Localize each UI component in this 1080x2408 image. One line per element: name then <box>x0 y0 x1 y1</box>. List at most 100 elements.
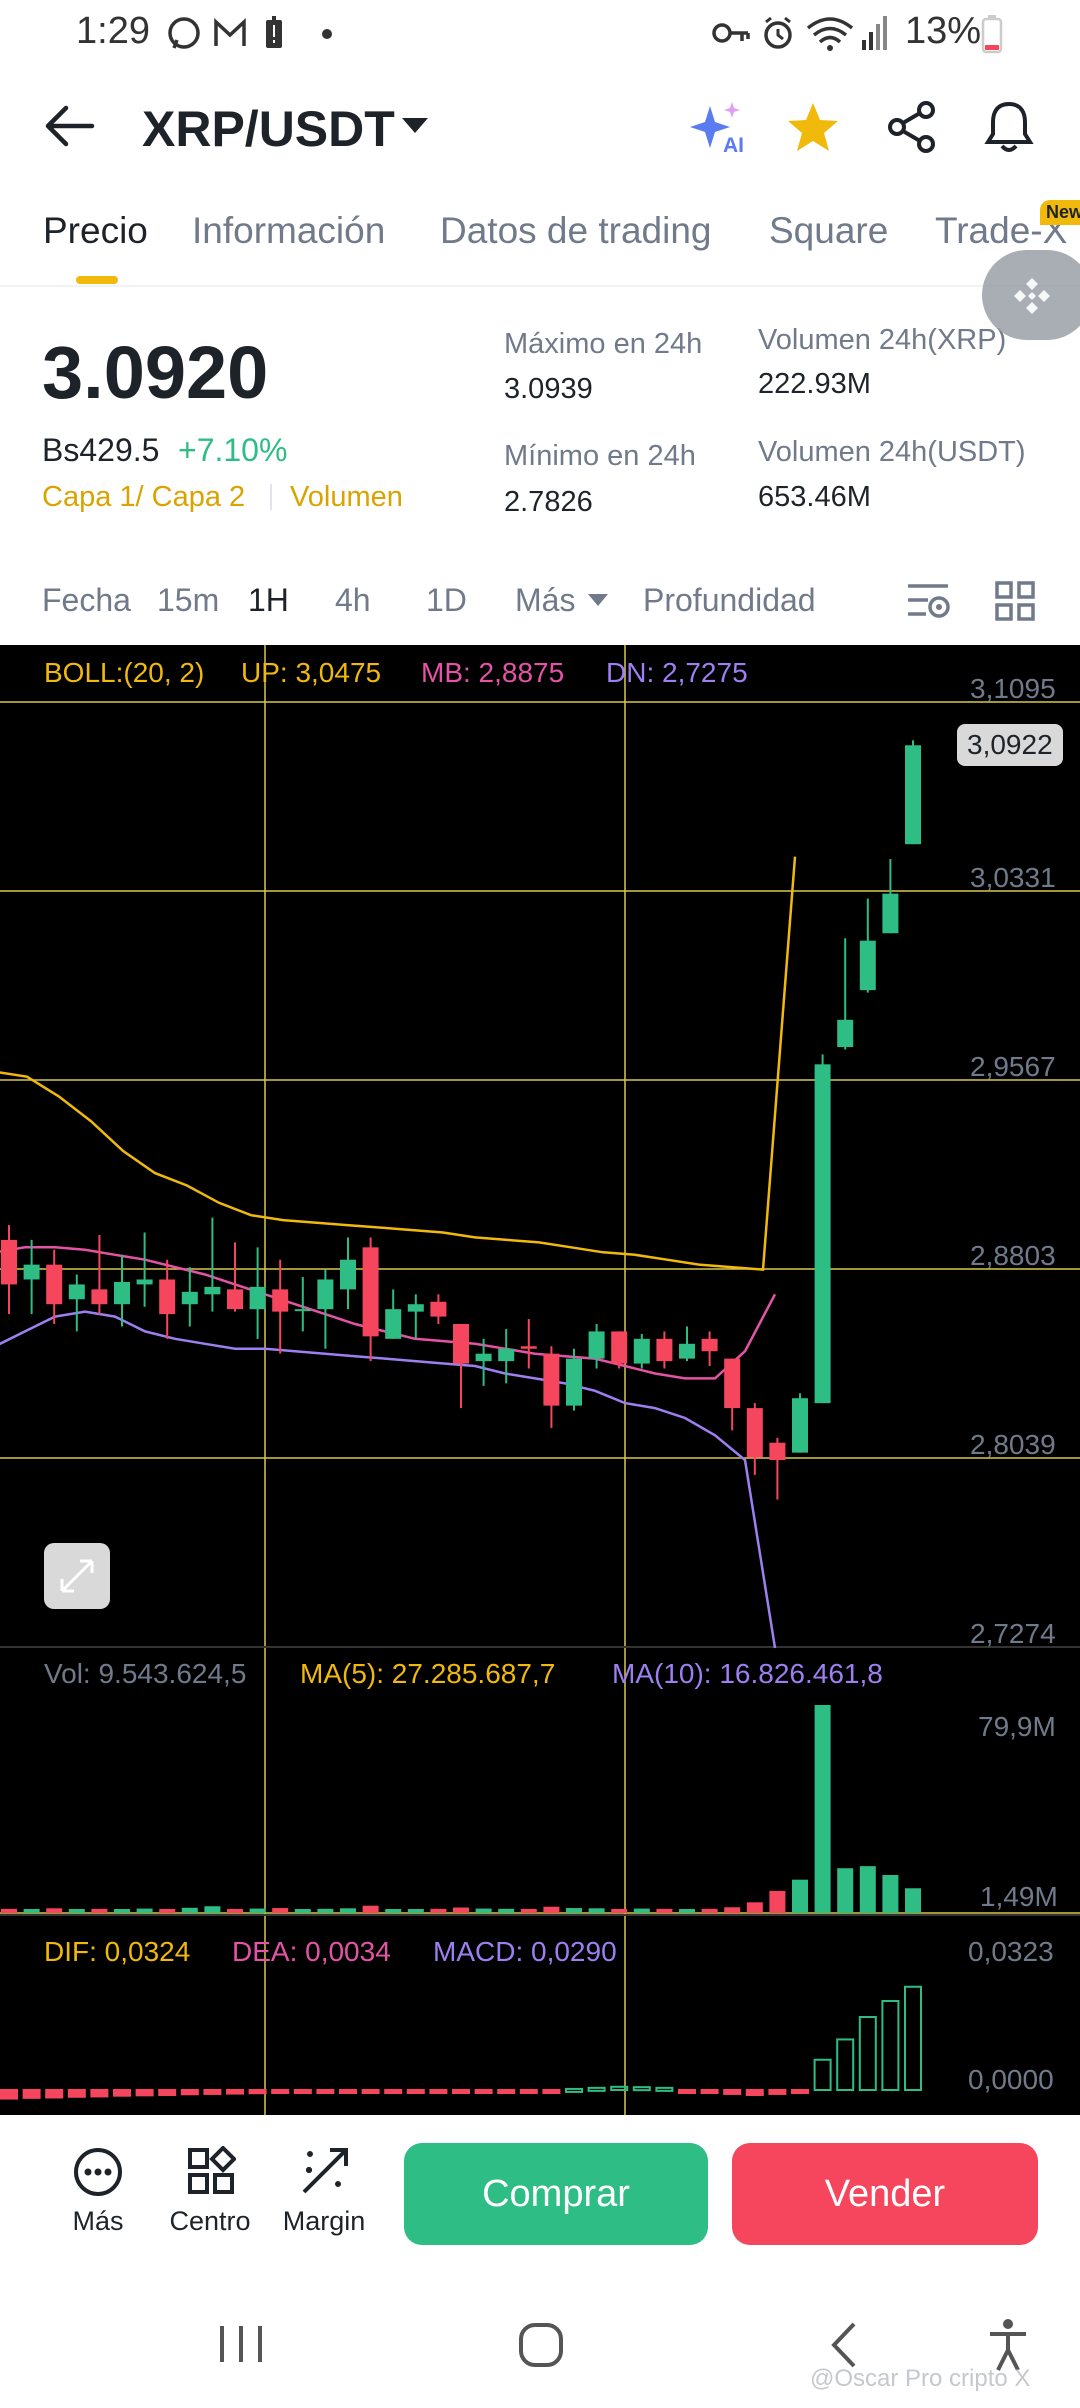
recent-apps-icon[interactable] <box>216 2322 266 2366</box>
volume-bar <box>181 1907 198 1913</box>
share-icon[interactable] <box>886 100 938 154</box>
candle <box>679 1326 695 1362</box>
tab-precio[interactable]: Precio <box>43 210 148 251</box>
candle <box>362 1237 379 1362</box>
accessibility-icon[interactable] <box>986 2316 1030 2374</box>
candle <box>227 1242 243 1312</box>
candle <box>114 1254 130 1327</box>
candle <box>814 1054 831 1404</box>
candle <box>294 1277 311 1332</box>
nav-back-icon[interactable] <box>826 2320 860 2370</box>
volume-bar <box>272 1908 289 1913</box>
volume-bar <box>249 1908 266 1913</box>
volume-tag-link[interactable]: Volumen <box>290 481 403 513</box>
macd-bar <box>135 2089 154 2097</box>
floating-binance-button[interactable] <box>982 250 1080 340</box>
gmail-icon <box>214 17 246 46</box>
buy-button[interactable]: Comprar <box>404 2143 708 2245</box>
layer-tag-link[interactable]: Capa 1/ Capa 2 <box>42 481 246 513</box>
time-option-fecha[interactable]: Fecha <box>42 582 131 618</box>
more-button[interactable]: Más <box>38 2142 158 2252</box>
volume-bar <box>317 1908 334 1913</box>
candle <box>566 1348 582 1411</box>
ai-sparkle-icon[interactable]: AI <box>690 100 752 154</box>
layout-grid-icon[interactable] <box>994 580 1036 622</box>
macd-dif-legend: DIF: 0,0324 <box>44 1936 191 1967</box>
macd-bar <box>67 2089 86 2098</box>
time-option-mas[interactable]: Más <box>515 582 576 618</box>
macd-bar <box>791 2089 809 2094</box>
macd-bar <box>632 2086 651 2092</box>
pair-title[interactable]: XRP/USDT <box>142 101 395 157</box>
chart-canvas[interactable] <box>0 645 1080 2115</box>
time-option-1d[interactable]: 1D <box>426 582 467 618</box>
macd-bar <box>248 2089 267 2095</box>
active-tab-indicator <box>76 276 118 284</box>
indicator-settings-icon[interactable] <box>906 580 950 622</box>
depth-option[interactable]: Profundidad <box>643 582 816 618</box>
macd-bar <box>881 1999 900 2092</box>
candle <box>317 1269 334 1349</box>
candlestick-chart[interactable]: BOLL:(20, 2) UP: 3,0475 MB: 2,8875 DN: 2… <box>0 645 1080 2115</box>
volume-bar <box>611 1909 628 1913</box>
more-label: Más <box>72 2206 124 2236</box>
volume-usdt-label: Volumen 24h(USDT) <box>758 436 1026 468</box>
volume-bar <box>227 1909 243 1913</box>
battery-percentage: 13% <box>905 10 982 52</box>
center-button[interactable]: Centro <box>150 2142 270 2252</box>
high-24h-value: 3.0939 <box>504 373 593 405</box>
volume-bar <box>701 1908 718 1913</box>
volume-bar <box>656 1908 673 1913</box>
volume-bar <box>882 1874 899 1913</box>
volume-bar <box>724 1907 741 1913</box>
boll-up-legend: UP: 3,0475 <box>241 657 382 688</box>
time-option-1h[interactable]: 1H <box>248 582 289 618</box>
bell-icon[interactable] <box>984 100 1034 154</box>
volume-xrp-label: Volumen 24h(XRP) <box>758 324 1007 356</box>
dot-icon <box>322 29 332 39</box>
volume-bar <box>520 1909 537 1913</box>
margin-button[interactable]: Margin <box>264 2142 384 2252</box>
volume-bar <box>68 1909 85 1913</box>
last-price: 3.0920 <box>42 331 269 414</box>
system-nav-bar <box>0 2290 1080 2408</box>
macd-bar <box>180 2089 199 2096</box>
macd-bar <box>22 2089 41 2099</box>
price-axis-label: 2,8039 <box>970 1429 1056 1460</box>
sell-button[interactable]: Vender <box>732 2143 1038 2245</box>
expand-icon <box>60 1559 94 1593</box>
star-icon[interactable] <box>786 101 840 153</box>
time-option-15m[interactable]: 15m <box>157 582 220 618</box>
candle <box>792 1393 808 1453</box>
macd-axis-max: 0,0323 <box>968 1936 1054 1967</box>
tab-square[interactable]: Square <box>769 210 889 251</box>
candle <box>837 938 854 1050</box>
macd-bar <box>678 2089 696 2094</box>
home-icon[interactable] <box>516 2320 566 2370</box>
macd-value-legend: MACD: 0,0290 <box>433 1936 617 1967</box>
dropdown-caret-icon[interactable] <box>400 116 430 136</box>
back-arrow-icon[interactable] <box>44 104 96 148</box>
more-caret-icon[interactable] <box>586 592 610 608</box>
status-system-icons <box>712 16 887 51</box>
boll-up-line <box>0 856 797 1271</box>
candle <box>633 1333 650 1369</box>
macd-bar <box>113 2089 131 2097</box>
tab-datos-de-trading[interactable]: Datos de trading <box>440 210 712 251</box>
candle <box>724 1358 741 1431</box>
candle <box>905 740 921 845</box>
macd-bar <box>158 2089 177 2096</box>
binance-logo-icon <box>1014 278 1050 314</box>
macd-bar <box>745 2089 764 2096</box>
candle <box>475 1338 492 1386</box>
candle <box>181 1267 198 1327</box>
fullscreen-button[interactable] <box>44 1543 110 1609</box>
macd-bar <box>293 2089 312 2094</box>
chart-grid <box>0 645 1080 2115</box>
macd-bar <box>768 2089 787 2095</box>
time-option-4h[interactable]: 4h <box>335 582 371 618</box>
volume-bar <box>340 1908 356 1913</box>
volume-bar <box>23 1909 40 1913</box>
volume-bar <box>814 1705 831 1913</box>
tab-informacion[interactable]: Información <box>192 210 386 251</box>
